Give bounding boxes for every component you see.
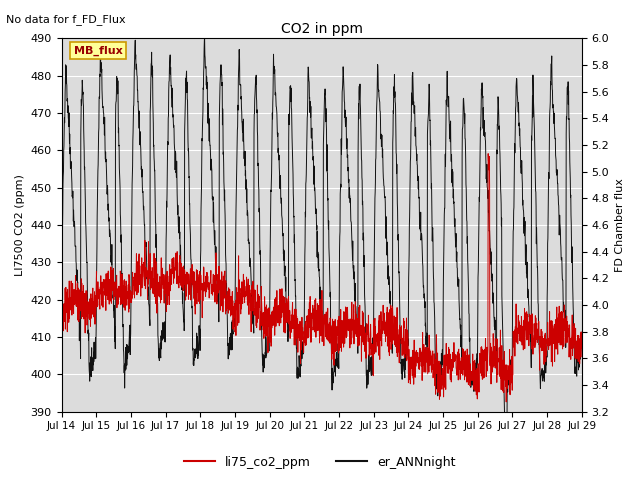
Y-axis label: LI7500 CO2 (ppm): LI7500 CO2 (ppm) — [15, 174, 25, 276]
Y-axis label: FD Chamber flux: FD Chamber flux — [615, 178, 625, 272]
Text: MB_flux: MB_flux — [74, 45, 122, 56]
Text: No data for f_FD_Flux: No data for f_FD_Flux — [6, 14, 126, 25]
Legend: li75_co2_ppm, er_ANNnight: li75_co2_ppm, er_ANNnight — [179, 451, 461, 474]
Title: CO2 in ppm: CO2 in ppm — [281, 22, 363, 36]
